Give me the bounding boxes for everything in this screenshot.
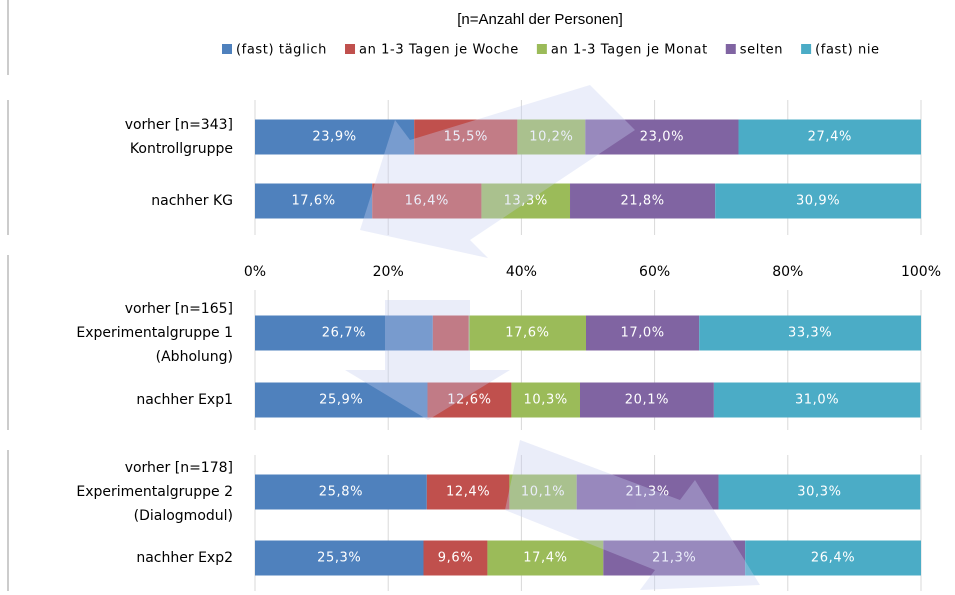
x-tick-label: 20% (373, 264, 404, 280)
legend-swatch (536, 44, 547, 54)
data-label: 17,0% (620, 326, 664, 341)
arrow (505, 440, 760, 590)
data-label: 12,6% (447, 393, 491, 408)
bar-segment (468, 315, 587, 351)
bar-segment (255, 183, 373, 219)
data-label: 16,4% (405, 194, 449, 209)
bar-segment (603, 540, 746, 576)
bar-segment (427, 382, 512, 418)
legend-swatch (725, 44, 736, 54)
arrow (345, 300, 510, 420)
bar-segment (713, 382, 921, 418)
data-label: 23,0% (640, 130, 684, 145)
data-label: 26,4% (811, 551, 855, 566)
legend-swatch (801, 44, 812, 54)
bar-segment (570, 183, 716, 219)
data-label: 21,8% (620, 194, 664, 209)
decorative-arrows (345, 85, 760, 590)
data-label: 33,3% (788, 326, 832, 341)
data-label: 23,9% (312, 130, 356, 145)
bar-segment (372, 183, 482, 219)
bar-segment (481, 183, 571, 219)
bar-segment (509, 474, 577, 510)
bar-segment (255, 315, 433, 351)
category-label: vorher [n=178] Experimentalgruppe 2 (Dialo… (76, 460, 233, 524)
data-label: 17,4% (523, 551, 567, 566)
chart-title: [n=Anzahl der Personen] (457, 11, 623, 28)
bar-segment (517, 119, 586, 155)
data-label: 26,7% (322, 326, 366, 341)
category-label: nachher KG (151, 193, 233, 209)
data-label: 21,3% (625, 485, 669, 500)
bar-segment (487, 540, 604, 576)
data-label: 30,3% (797, 485, 841, 500)
legend-label: (fast) nie (815, 43, 880, 58)
data-label: 13,3% (504, 194, 548, 209)
data-label: 17,6% (505, 326, 549, 341)
bar-segment (585, 119, 739, 155)
data-label: 25,9% (319, 393, 363, 408)
data-label: 27,4% (808, 130, 852, 145)
category-label: nachher Exp2 (136, 550, 233, 566)
data-label: 10,1% (521, 485, 565, 500)
data-label: 17,6% (291, 194, 335, 209)
bar-segment (738, 119, 921, 155)
data-label: 25,3% (317, 551, 361, 566)
bar-segment (586, 315, 700, 351)
bar-segment (576, 474, 719, 510)
bar-segment (255, 382, 428, 418)
arrow (360, 85, 635, 258)
data-label: 21,3% (652, 551, 696, 566)
legend-label: an 1-3 Tagen je Monat (551, 43, 708, 58)
data-label: 25,8% (319, 485, 363, 500)
x-tick-label: 80% (772, 264, 803, 280)
bars: (fast) täglich an 1-3 Tagen je Woche an 1-… (76, 43, 941, 591)
data-label: 10,3% (524, 393, 568, 408)
bar-segment (426, 474, 510, 510)
x-tick-label: 40% (506, 264, 537, 280)
legend-label: selten (740, 43, 783, 58)
data-label: 9,6% (438, 551, 473, 566)
data-label: 10,2% (529, 130, 573, 145)
data-label: 31,0% (795, 393, 839, 408)
x-tick-label: 0% (244, 264, 266, 280)
category-label: vorher [n=165] Experimentalgruppe 1 (Abhol… (76, 301, 233, 365)
data-label: 12,4% (446, 485, 490, 500)
bar-segment (745, 540, 921, 576)
bar-segment (414, 119, 518, 155)
x-tick-label: 100% (901, 264, 941, 280)
bar-segment (699, 315, 921, 351)
bar-segment (718, 474, 921, 510)
bar-segment (423, 540, 488, 576)
category-label: vorher [n=343] Kontrollgruppe (125, 117, 233, 157)
bar-segment (255, 119, 415, 155)
legend-label: (fast) täglich (236, 43, 327, 58)
data-label: 20,1% (625, 393, 669, 408)
bar-segment (432, 315, 469, 351)
bar-segment (255, 474, 427, 510)
bar-segment (511, 382, 581, 418)
bar-segment (255, 540, 424, 576)
category-label: nachher Exp1 (136, 392, 233, 408)
legend-label: an 1-3 Tagen je Woche (359, 43, 519, 58)
bar-segment (715, 183, 921, 219)
x-tick-label: 60% (639, 264, 670, 280)
data-label: 15,5% (444, 130, 488, 145)
legend-swatch (222, 44, 232, 54)
data-label: 30,9% (796, 194, 840, 209)
bar-segment (580, 382, 714, 418)
legend-swatch (345, 44, 356, 54)
